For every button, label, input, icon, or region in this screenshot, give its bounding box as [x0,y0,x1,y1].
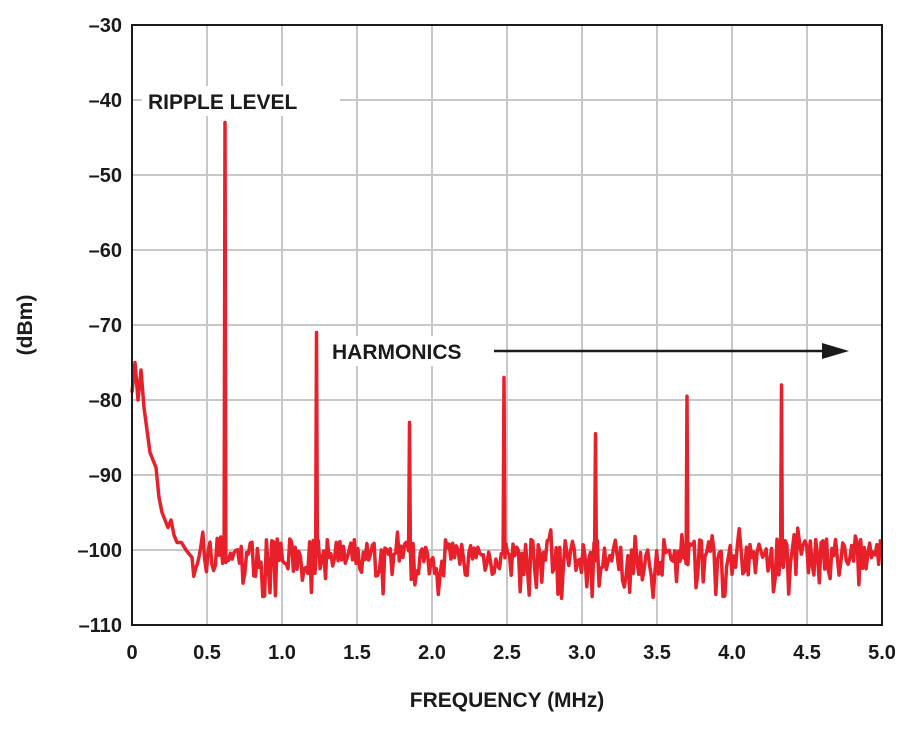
x-tick-label: 2.0 [418,642,446,664]
series [130,120,883,601]
y-tick-label: –80 [89,390,122,412]
x-axis-label: FREQUENCY (MHz) [410,689,604,712]
harmonic-peak [779,383,784,387]
x-tick-label: 2.5 [493,642,521,664]
harmonic-peak [223,120,227,125]
harmonic-peak [593,432,598,436]
tick-labels: 0 0.5 1.0 1.5 2.0 2.5 3.0 3.5 4.0 4.5 5.0 –30 –40 –50… [78,15,896,664]
y-tick-label: –30 [89,15,122,37]
harmonics-label-bg [324,336,492,366]
x-tick-label: 5.0 [868,642,896,664]
spectrum-line [130,120,883,601]
x-tick-label: 1.5 [343,642,371,664]
x-tick-label: 4.0 [718,642,746,664]
x-tick-label: 1.0 [268,642,296,664]
y-tick-label: –60 [89,240,122,262]
y-tick-label: –50 [89,165,122,187]
y-tick-label: –90 [89,465,122,487]
annotations: RIPPLE LEVEL HARMONICS [142,86,849,366]
annotation-harmonics: HARMONICS [332,341,462,364]
y-tick-label: –110 [79,615,122,637]
harmonics-arrowhead-icon [822,343,849,359]
annotation-ripple-level: RIPPLE LEVEL [148,91,298,114]
x-tick-label: 3.0 [568,642,596,664]
grid [132,25,882,625]
x-tick-label: 0 [126,642,137,664]
ripple-label-bg [142,86,340,116]
plot-frame [131,24,883,626]
y-tick-label: –40 [89,90,122,112]
harmonic-peak [502,375,506,380]
harmonic-peak [314,330,319,335]
y-tick-label: –70 [89,315,122,337]
x-tick-label: 0.5 [193,642,221,664]
y-axis-label: (dBm) [14,295,37,356]
x-tick-label: 3.5 [643,642,671,664]
x-tick-label: 4.5 [793,642,821,664]
y-tick-label: –100 [78,540,123,562]
harmonic-peak [685,394,689,398]
harmonic-peak [407,420,412,425]
